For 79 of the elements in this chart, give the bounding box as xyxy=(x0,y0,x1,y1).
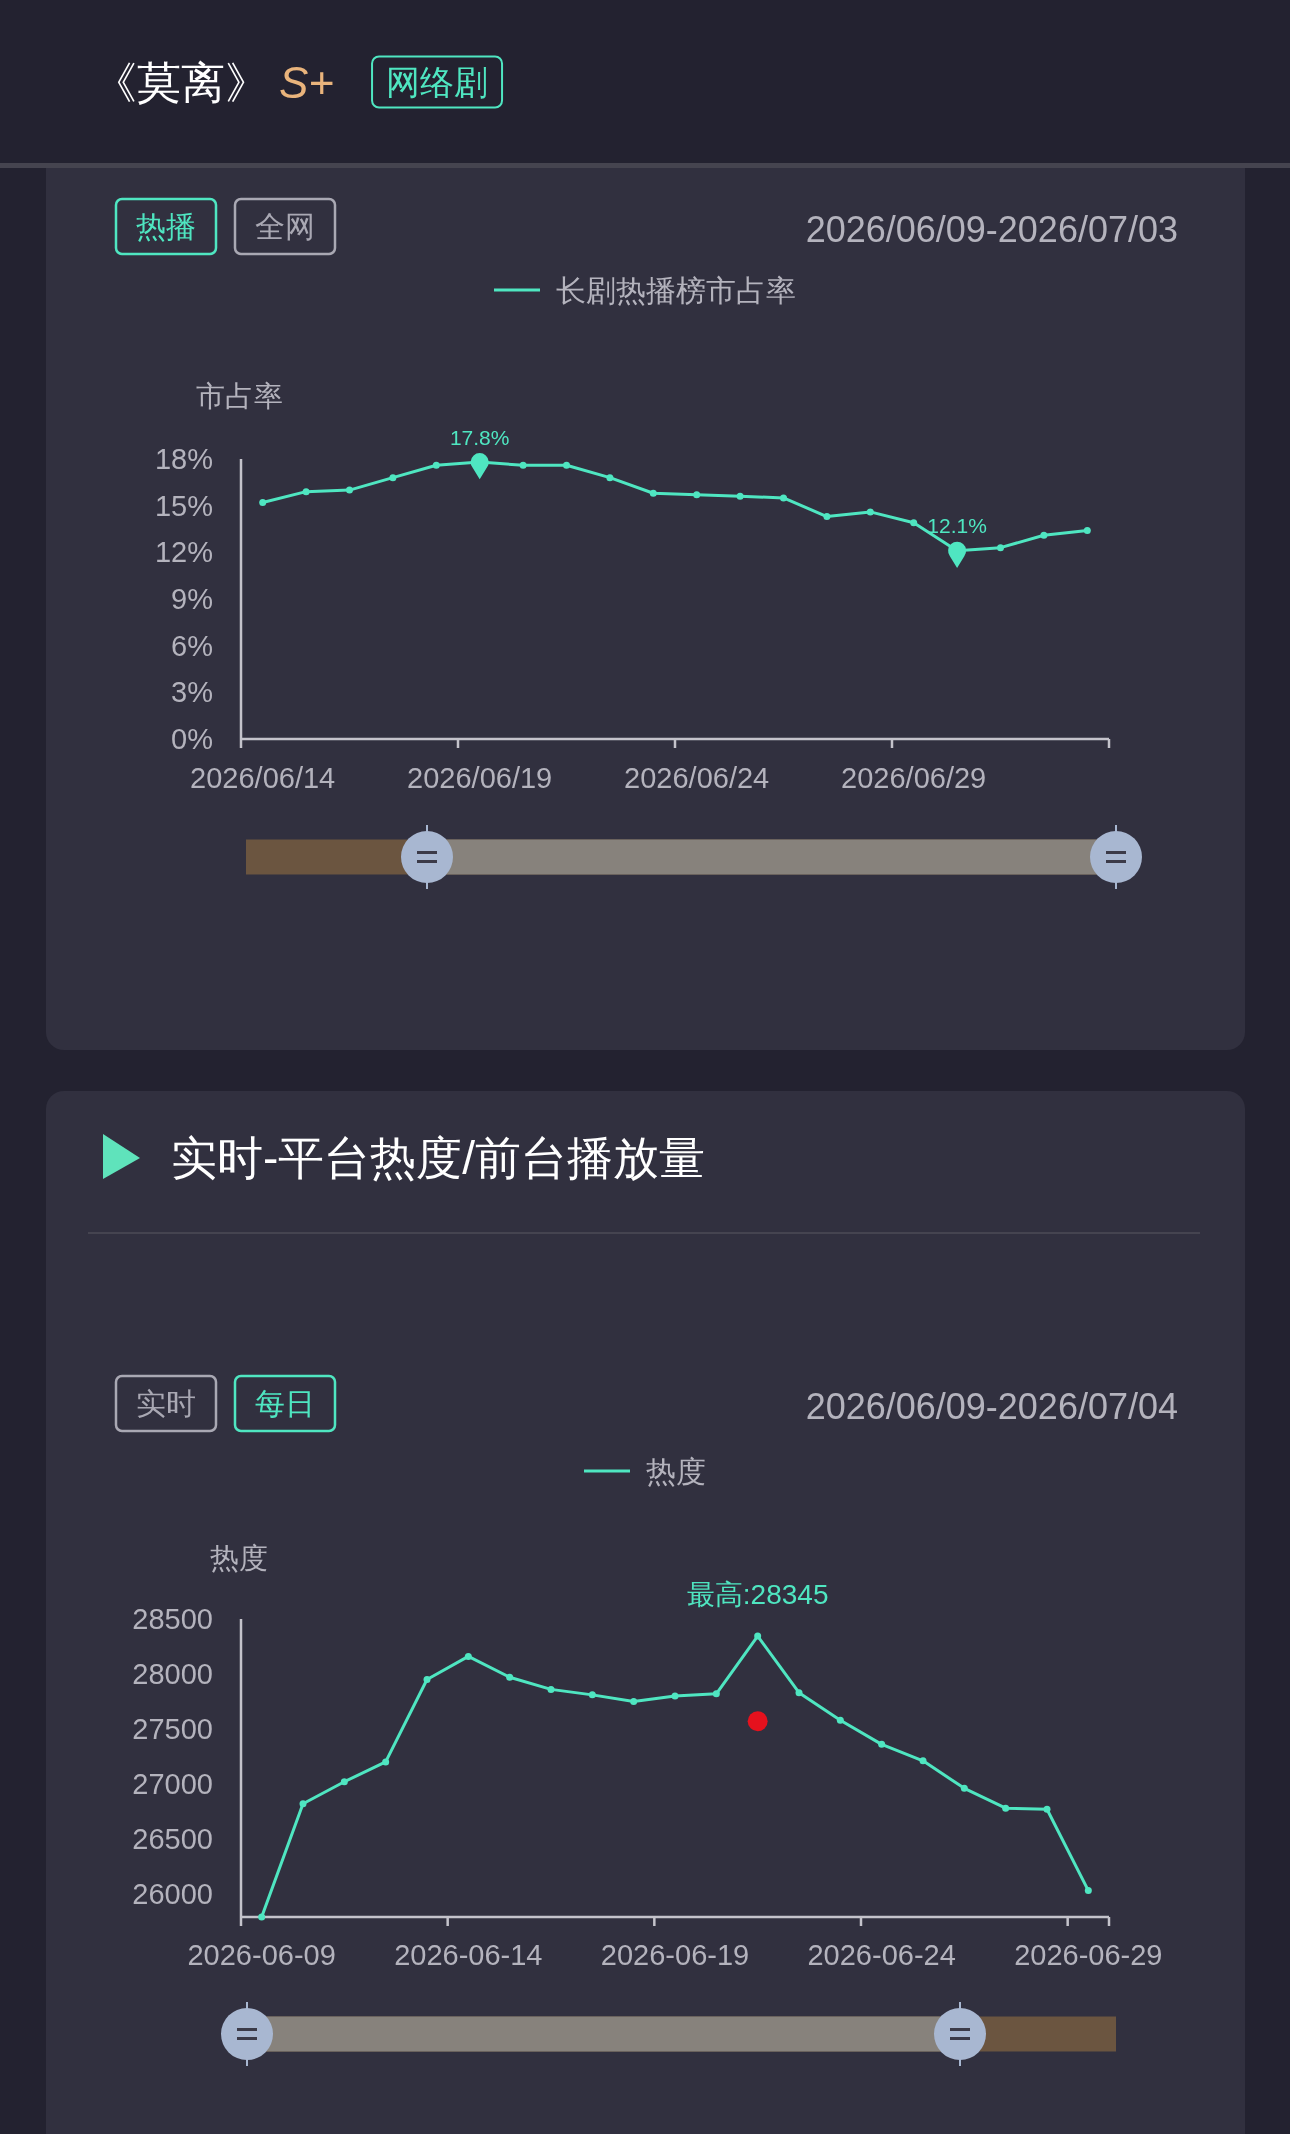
x-tick-label: 2026-06-24 xyxy=(807,1939,956,1971)
y-tick-label: 28500 xyxy=(132,1603,213,1635)
y-tick-label: 9% xyxy=(171,583,213,615)
point xyxy=(878,1740,886,1748)
data-label: 最高:28345 xyxy=(686,1578,829,1610)
point xyxy=(389,474,397,482)
point xyxy=(340,1778,348,1786)
legend-label: 热度 xyxy=(646,1454,706,1488)
y-tick-label: 6% xyxy=(171,629,213,662)
text: 每日 xyxy=(255,1387,315,1420)
text: 2026/06/09-2026/07/03 xyxy=(805,208,1178,250)
text: 实时 xyxy=(136,1387,196,1420)
y-axis-title: 市占率 xyxy=(195,380,283,412)
x-tick-label: 2026/06/19 xyxy=(407,762,553,794)
point xyxy=(1083,527,1091,535)
point xyxy=(997,544,1004,552)
point xyxy=(1002,1804,1010,1812)
chart-title: 《莫离》 xyxy=(93,57,269,107)
point xyxy=(506,1673,514,1681)
x-tick-label: 2026/06/24 xyxy=(624,762,770,794)
point xyxy=(919,1757,927,1765)
text: S+ xyxy=(279,57,335,107)
point xyxy=(649,489,657,497)
text: 网络剧 xyxy=(386,63,489,101)
y-tick-label: 28000 xyxy=(132,1657,213,1690)
x-tick-label: 2026-06-14 xyxy=(394,1939,543,1971)
y-tick-label: 26000 xyxy=(132,1877,213,1910)
point xyxy=(747,1711,768,1732)
point xyxy=(382,1758,390,1766)
point xyxy=(754,1632,762,1640)
x-tick-label: 2026/06/14 xyxy=(190,762,336,794)
y-tick-label: 15% xyxy=(154,489,213,522)
y-tick-label: 27000 xyxy=(132,1767,213,1800)
point xyxy=(432,461,440,469)
data-label: 12.1% xyxy=(927,514,987,538)
point xyxy=(671,1692,679,1700)
point xyxy=(464,1652,472,1660)
y-axis-title: 热度 xyxy=(210,1542,268,1574)
point xyxy=(588,1691,596,1699)
data-label: 17.8% xyxy=(449,425,510,449)
x-tick-label: 2026-06-19 xyxy=(600,1939,750,1971)
point xyxy=(780,494,787,502)
y-tick-label: 18% xyxy=(154,443,213,475)
chart-title: 实时-平台热度/前台播放量 xyxy=(171,1132,706,1184)
point xyxy=(547,1685,555,1693)
y-tick-label: 26500 xyxy=(132,1822,213,1855)
point xyxy=(960,1784,968,1792)
point xyxy=(1084,1887,1092,1895)
y-tick-label: 27500 xyxy=(132,1712,213,1745)
text: 2026/06/09-2026/07/04 xyxy=(805,1385,1178,1427)
point xyxy=(866,508,874,516)
point xyxy=(302,488,310,496)
point xyxy=(630,1697,638,1705)
y-tick-label: 0% xyxy=(171,723,213,755)
point xyxy=(563,461,570,469)
point xyxy=(823,513,831,521)
point xyxy=(299,1800,307,1808)
point xyxy=(346,486,353,494)
y-tick-label: 12% xyxy=(154,536,213,569)
point xyxy=(836,1716,844,1724)
y-tick-label: 3% xyxy=(171,676,213,709)
point xyxy=(258,1913,266,1921)
x-tick-label: 2026/06/29 xyxy=(841,762,987,794)
point xyxy=(910,519,918,527)
point xyxy=(795,1689,803,1697)
point xyxy=(1043,1805,1051,1813)
text: 全网 xyxy=(255,210,315,243)
legend-label: 长剧热播榜市占率 xyxy=(556,273,796,307)
point xyxy=(519,461,527,469)
x-tick-label: 2026-06-29 xyxy=(1014,1939,1163,1971)
x-tick-label: 2026-06-09 xyxy=(187,1939,336,1971)
point xyxy=(606,474,614,482)
point xyxy=(1040,531,1048,539)
text: 热播 xyxy=(136,210,196,243)
point xyxy=(259,499,267,507)
point xyxy=(423,1675,431,1683)
point xyxy=(736,492,744,500)
point xyxy=(712,1690,720,1698)
point xyxy=(693,491,701,499)
